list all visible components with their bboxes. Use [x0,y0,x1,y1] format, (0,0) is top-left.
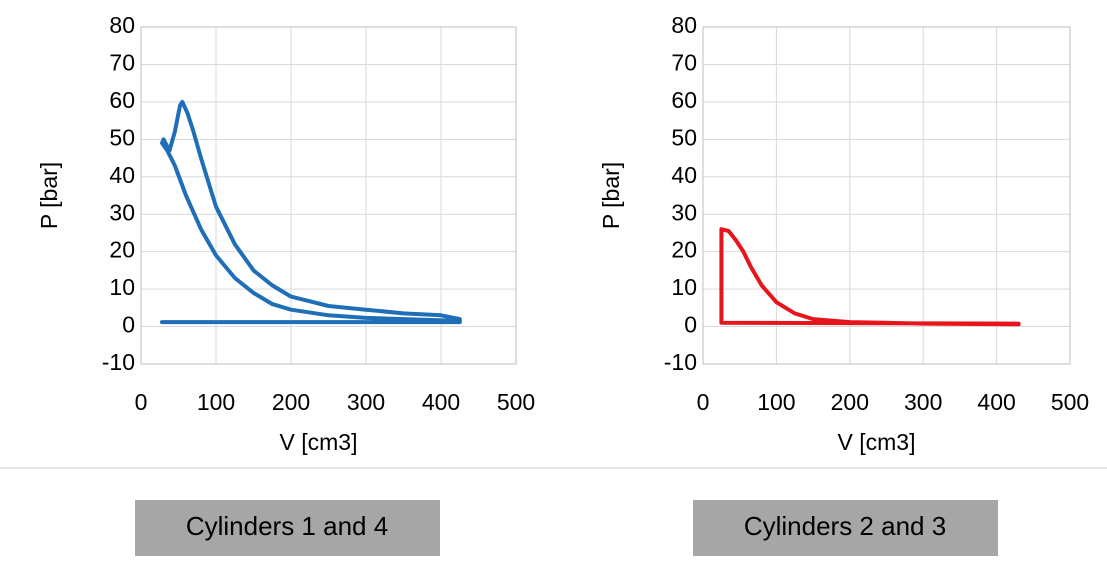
y-tick-label: 30 [109,199,135,225]
y-tick-label: 20 [109,237,135,263]
y-tick-label: 70 [671,50,697,76]
y-tick-label: 80 [671,12,697,38]
y-tick-label: 10 [671,274,697,300]
data-line [160,99,462,325]
y-tick-label: 30 [671,199,697,225]
caption: Cylinders 2 and 3 [744,511,946,541]
x-tick-label: 400 [977,389,1015,415]
caption: Cylinders 1 and 4 [186,511,388,541]
x-tick-label: 500 [497,389,535,415]
y-tick-label: -10 [102,349,135,375]
y-tick-label: 60 [109,87,135,113]
y-tick-label: 50 [109,124,135,150]
plot-border [702,26,1071,365]
x-tick-label: 200 [831,389,869,415]
x-tick-label: 200 [272,389,310,415]
y-tick-label: 10 [109,274,135,300]
x-tick-label: 500 [1051,389,1089,415]
x-tick-label: 300 [904,389,942,415]
y-tick-label: 50 [671,124,697,150]
y-tick-label: 20 [671,237,697,263]
y-tick-label: 60 [671,87,697,113]
x-axis-label: V [cm3] [280,429,358,455]
y-axis-label: P [bar] [598,162,624,229]
x-tick-label: 400 [422,389,460,415]
x-tick-label: 0 [697,389,710,415]
x-tick-label: 0 [135,389,148,415]
x-tick-label: 100 [757,389,795,415]
y-tick-label: -10 [664,349,697,375]
y-tick-label: 0 [122,312,135,338]
caption-box [693,500,998,556]
x-tick-label: 300 [347,389,385,415]
y-tick-label: 0 [684,312,697,338]
y-tick-label: 80 [109,12,135,38]
caption-box [135,500,440,556]
plot-border [140,26,517,365]
x-axis-label: V [cm3] [838,429,916,455]
y-tick-label: 40 [109,162,135,188]
y-axis-label: P [bar] [36,162,62,229]
y-tick-label: 40 [671,162,697,188]
x-tick-label: 100 [197,389,235,415]
data-line [719,227,1021,327]
y-tick-label: 70 [109,50,135,76]
